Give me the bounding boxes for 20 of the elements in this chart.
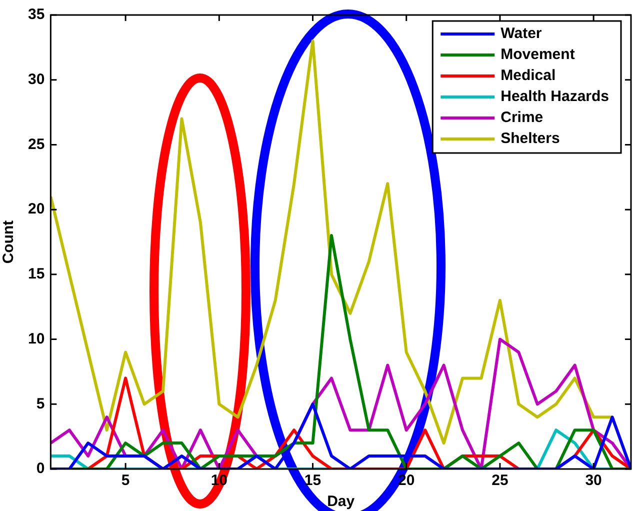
y-tick-label: 15 (28, 266, 45, 283)
x-tick-label: 5 (121, 472, 130, 490)
y-tick-label: 25 (28, 136, 45, 153)
y-tick-label: 20 (28, 200, 45, 218)
legend-label: Medical (500, 67, 556, 84)
y-tick-label: 5 (36, 395, 45, 412)
y-tick-label: 0 (36, 460, 45, 478)
legend-label: Movement (500, 46, 575, 64)
y-tick-label: 10 (28, 330, 45, 348)
legend-label: Water (500, 25, 542, 42)
x-tick-label: 15 (304, 472, 322, 490)
legend-label: Crime (500, 109, 544, 126)
legend-label: Shelters (500, 130, 560, 148)
y-tick-label: 35 (28, 6, 45, 24)
y-tick-label: 30 (28, 71, 45, 88)
x-tick-label: 25 (492, 472, 508, 490)
y-axis-title: Count (0, 220, 18, 264)
legend-label: Health Hazards (500, 88, 610, 106)
x-tick-label: 30 (585, 472, 602, 490)
x-axis-title: Day (327, 493, 356, 510)
